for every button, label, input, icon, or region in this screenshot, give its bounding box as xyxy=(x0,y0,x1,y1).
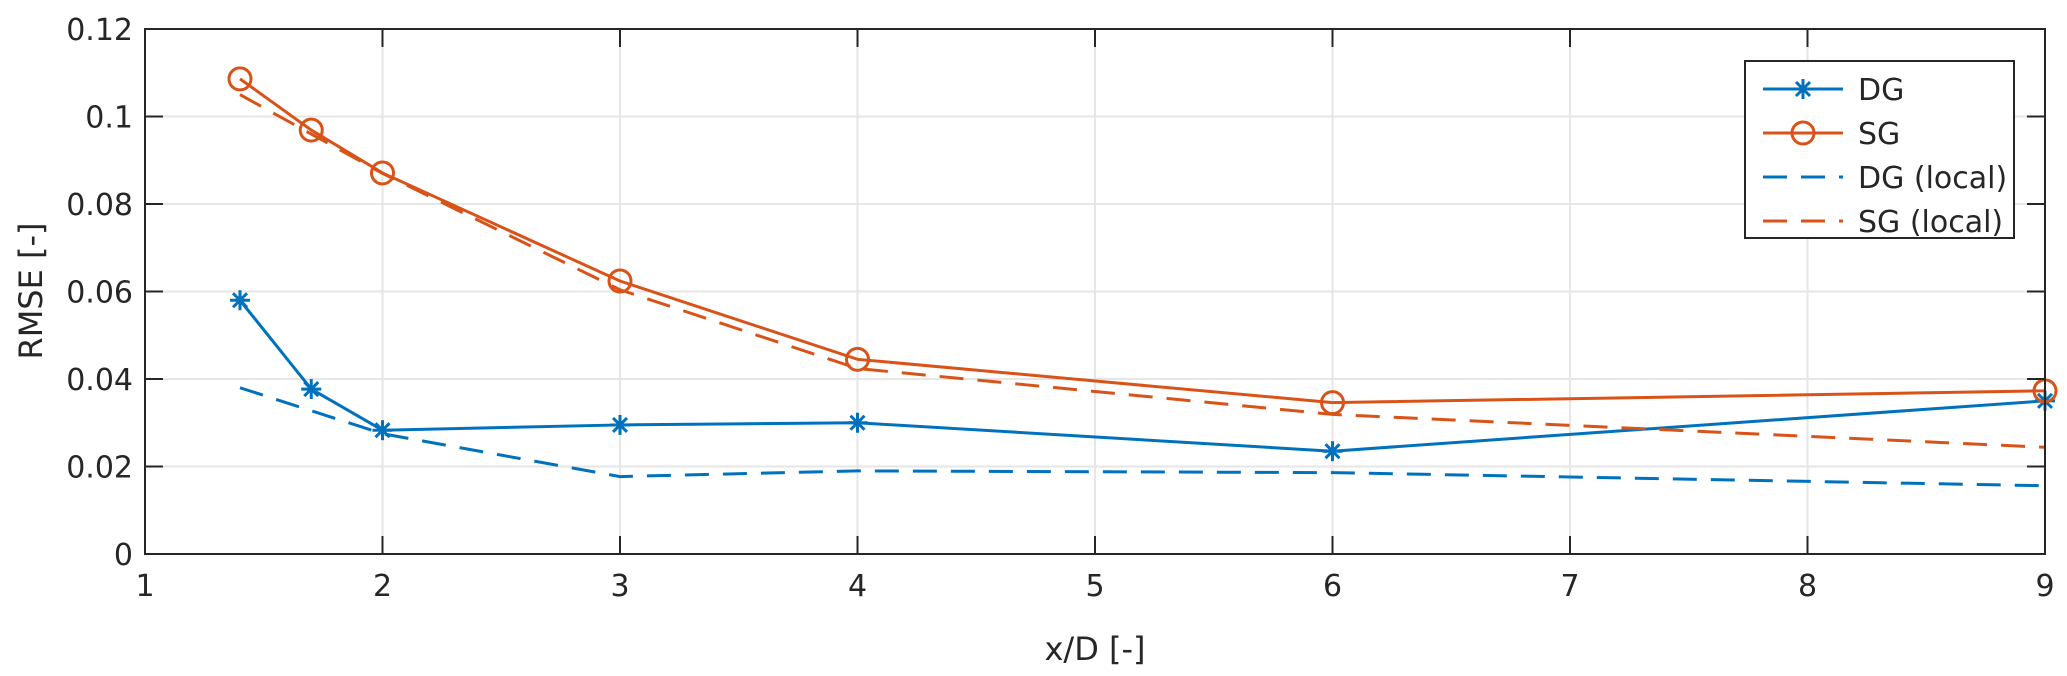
x-tick-label: 7 xyxy=(1560,569,1579,604)
axes-box xyxy=(144,28,2046,555)
circle-marker xyxy=(1790,120,1816,146)
legend-label-dg-local: DG (local) xyxy=(1858,161,2007,196)
circle-marker xyxy=(845,346,870,372)
x-tick-label: 3 xyxy=(610,569,629,604)
series-line-sg xyxy=(239,77,2046,405)
legend-label-dg: DG xyxy=(1858,73,1904,108)
legend: DG SG DG (local) SG (local) xyxy=(1744,60,2015,240)
asterisk-marker xyxy=(230,290,250,311)
y-tick-label: 0.02 xyxy=(66,451,133,486)
y-tick-label: 0.1 xyxy=(85,101,133,136)
x-tick-label: 5 xyxy=(1085,569,1104,604)
x-tick-label: 6 xyxy=(1323,569,1342,604)
circle-marker xyxy=(370,160,395,186)
asterisk-marker xyxy=(1793,79,1813,99)
y-tick-label: 0.08 xyxy=(66,188,133,223)
x-tick-label: 9 xyxy=(2035,569,2054,604)
series-line-dg-local xyxy=(239,386,2046,488)
asterisk-marker xyxy=(1322,441,1343,462)
circle-marker xyxy=(298,117,324,143)
y-tick-label: 0.12 xyxy=(66,13,133,48)
circle-marker xyxy=(607,268,633,294)
x-tick-label: 4 xyxy=(848,569,867,604)
asterisk-marker xyxy=(301,379,322,400)
asterisk-marker xyxy=(372,420,393,441)
asterisk-marker xyxy=(847,412,868,433)
x-tick-label: 8 xyxy=(1798,569,1817,604)
legend-label-sg-local: SG (local) xyxy=(1858,205,2003,240)
axes: 1 2 3 4 5 6 7 8 9 0 0.02 0.04 0.06 0.08 0.1 0.12 xyxy=(66,13,2054,604)
circle-marker xyxy=(227,66,253,92)
y-tick-label: 0.06 xyxy=(66,276,133,311)
x-tick-label: 1 xyxy=(135,569,154,604)
series-line-sg-local xyxy=(239,93,2046,449)
y-tick-label: 0 xyxy=(114,538,133,573)
legend-label-sg: SG xyxy=(1858,117,1900,152)
y-tick-label: 0.04 xyxy=(66,363,133,398)
x-tick-label: 2 xyxy=(373,569,392,604)
series-group xyxy=(227,66,2058,488)
asterisk-marker xyxy=(610,414,630,435)
x-axis-label: x/D [-] xyxy=(1044,630,1145,668)
y-axis-label: RMSE [-] xyxy=(12,222,50,359)
